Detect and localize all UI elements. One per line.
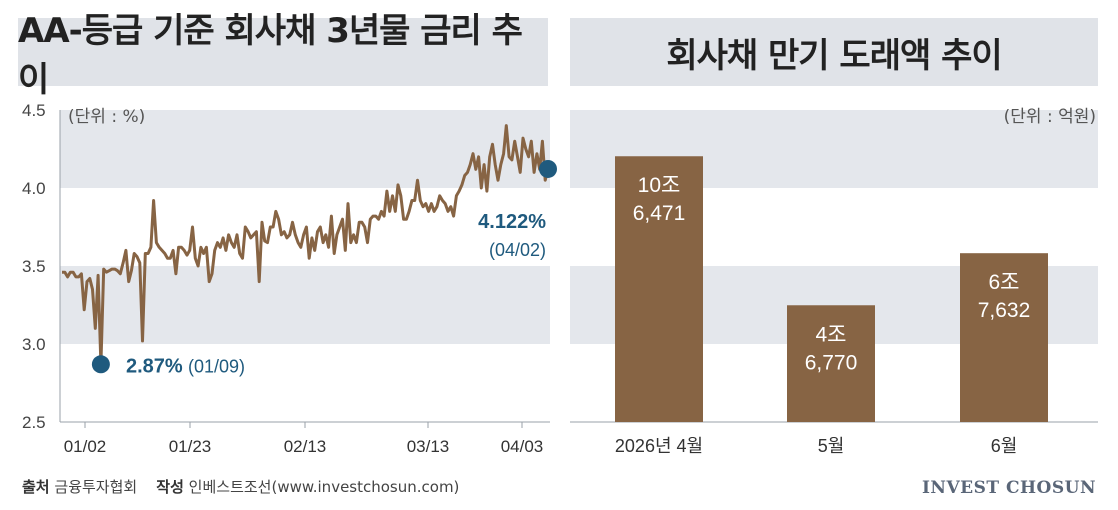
min-date-label: (01/09): [188, 356, 245, 376]
last-marker: [539, 159, 557, 178]
right-unit-label: (단위 : 억원): [1003, 107, 1096, 127]
y-tick-label: 3.0: [22, 335, 46, 354]
brand-logo: INVEST CHOSUN: [921, 478, 1096, 498]
y-tick-label: 3.5: [22, 257, 46, 276]
bar-value-label: 6조: [989, 271, 1020, 294]
bar-value-label: 7,632: [978, 299, 1031, 322]
x-tick-label: 01/02: [64, 437, 107, 456]
bar-category-label: 5월: [818, 436, 845, 456]
plot-band: [60, 110, 550, 188]
bar-category-label: 6월: [991, 436, 1018, 456]
bar-value-label: 6,770: [805, 351, 858, 374]
footer: 출처 금융투자협회 작성 인베스트조선(www.investchosun.com…: [22, 476, 459, 497]
last-date-label: (04/02): [489, 240, 546, 260]
author-label: 작성: [156, 478, 184, 496]
source-label: 출처: [22, 478, 50, 496]
bar-value-label: 4조: [816, 323, 847, 346]
bar: [615, 156, 703, 422]
x-tick-label: 03/13: [407, 437, 450, 456]
min-marker: [91, 355, 110, 374]
bar-value-label: 10조: [638, 174, 681, 197]
rate-line: [62, 124, 550, 366]
last-value-label: 4.122%: [478, 211, 546, 233]
bar-category-label: 2026년 4월: [615, 436, 703, 456]
x-tick-label: 02/13: [284, 437, 327, 456]
y-tick-label: 4.5: [22, 101, 46, 120]
y-tick-label: 4.0: [22, 179, 46, 198]
plot-band: [60, 266, 550, 344]
left-unit-label: (단위 : %): [68, 107, 146, 127]
source-text: 금융투자협회: [54, 478, 138, 496]
bar-value-label: 6,471: [633, 202, 686, 225]
author-text: 인베스트조선(www.investchosun.com): [188, 478, 460, 496]
bar: [960, 253, 1048, 422]
min-value-label: 2.87%: [126, 355, 183, 377]
y-tick-label: 2.5: [22, 413, 46, 432]
left-chart-title: AA-등급 기준 회사채 3년물 금리 추이: [18, 11, 548, 100]
x-tick-label: 04/03: [501, 437, 544, 456]
bar: [787, 305, 875, 422]
x-tick-label: 01/23: [169, 437, 212, 456]
right-chart-title: 회사채 만기 도래액 추이: [570, 18, 1098, 86]
